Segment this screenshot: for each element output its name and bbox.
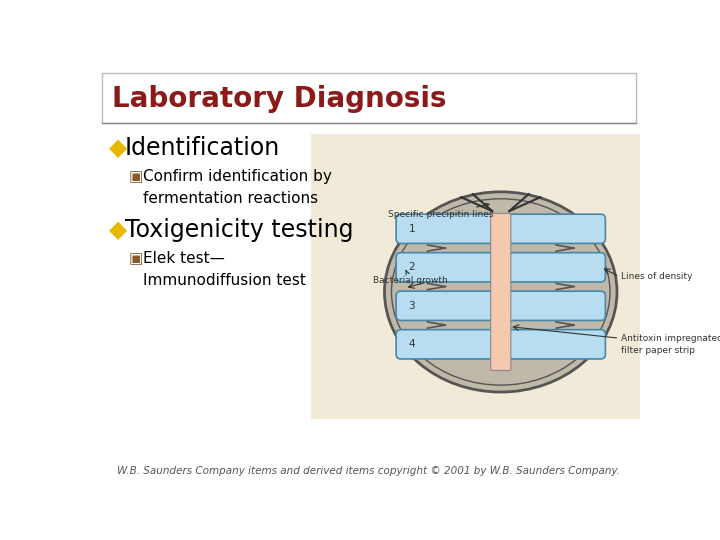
Text: ◆: ◆ [109,136,127,160]
Text: Bacterial growth: Bacterial growth [373,271,448,285]
FancyBboxPatch shape [507,214,606,244]
Text: Lines of density: Lines of density [621,272,693,281]
Ellipse shape [392,199,610,385]
Text: W.B. Saunders Company items and derived items copyright © 2001 by W.B. Saunders : W.B. Saunders Company items and derived … [117,467,621,476]
Text: Identification: Identification [125,136,280,160]
FancyBboxPatch shape [507,291,606,320]
Text: 2: 2 [408,262,415,272]
FancyBboxPatch shape [396,291,495,320]
FancyBboxPatch shape [396,214,495,244]
FancyBboxPatch shape [507,330,606,359]
Text: Confirm identification by
fermentation reactions: Confirm identification by fermentation r… [143,168,332,206]
Text: Antitoxin impregnated
filter paper strip: Antitoxin impregnated filter paper strip [621,334,720,355]
FancyBboxPatch shape [490,213,510,370]
Text: 1: 1 [408,224,415,234]
FancyBboxPatch shape [311,134,640,419]
Text: 3: 3 [408,301,415,311]
Text: Specific precipitin lines: Specific precipitin lines [388,203,494,219]
FancyBboxPatch shape [102,72,636,123]
Text: ▣: ▣ [129,251,143,266]
Text: Elek test—
Immunodiffusion test: Elek test— Immunodiffusion test [143,251,305,288]
Ellipse shape [384,192,617,392]
FancyBboxPatch shape [396,253,495,282]
FancyBboxPatch shape [507,253,606,282]
Text: Toxigenicity testing: Toxigenicity testing [125,218,354,242]
Text: ▣: ▣ [129,168,143,184]
FancyBboxPatch shape [396,330,495,359]
Text: ◆: ◆ [109,218,127,242]
Text: Laboratory Diagnosis: Laboratory Diagnosis [112,85,446,113]
Text: 4: 4 [408,339,415,349]
